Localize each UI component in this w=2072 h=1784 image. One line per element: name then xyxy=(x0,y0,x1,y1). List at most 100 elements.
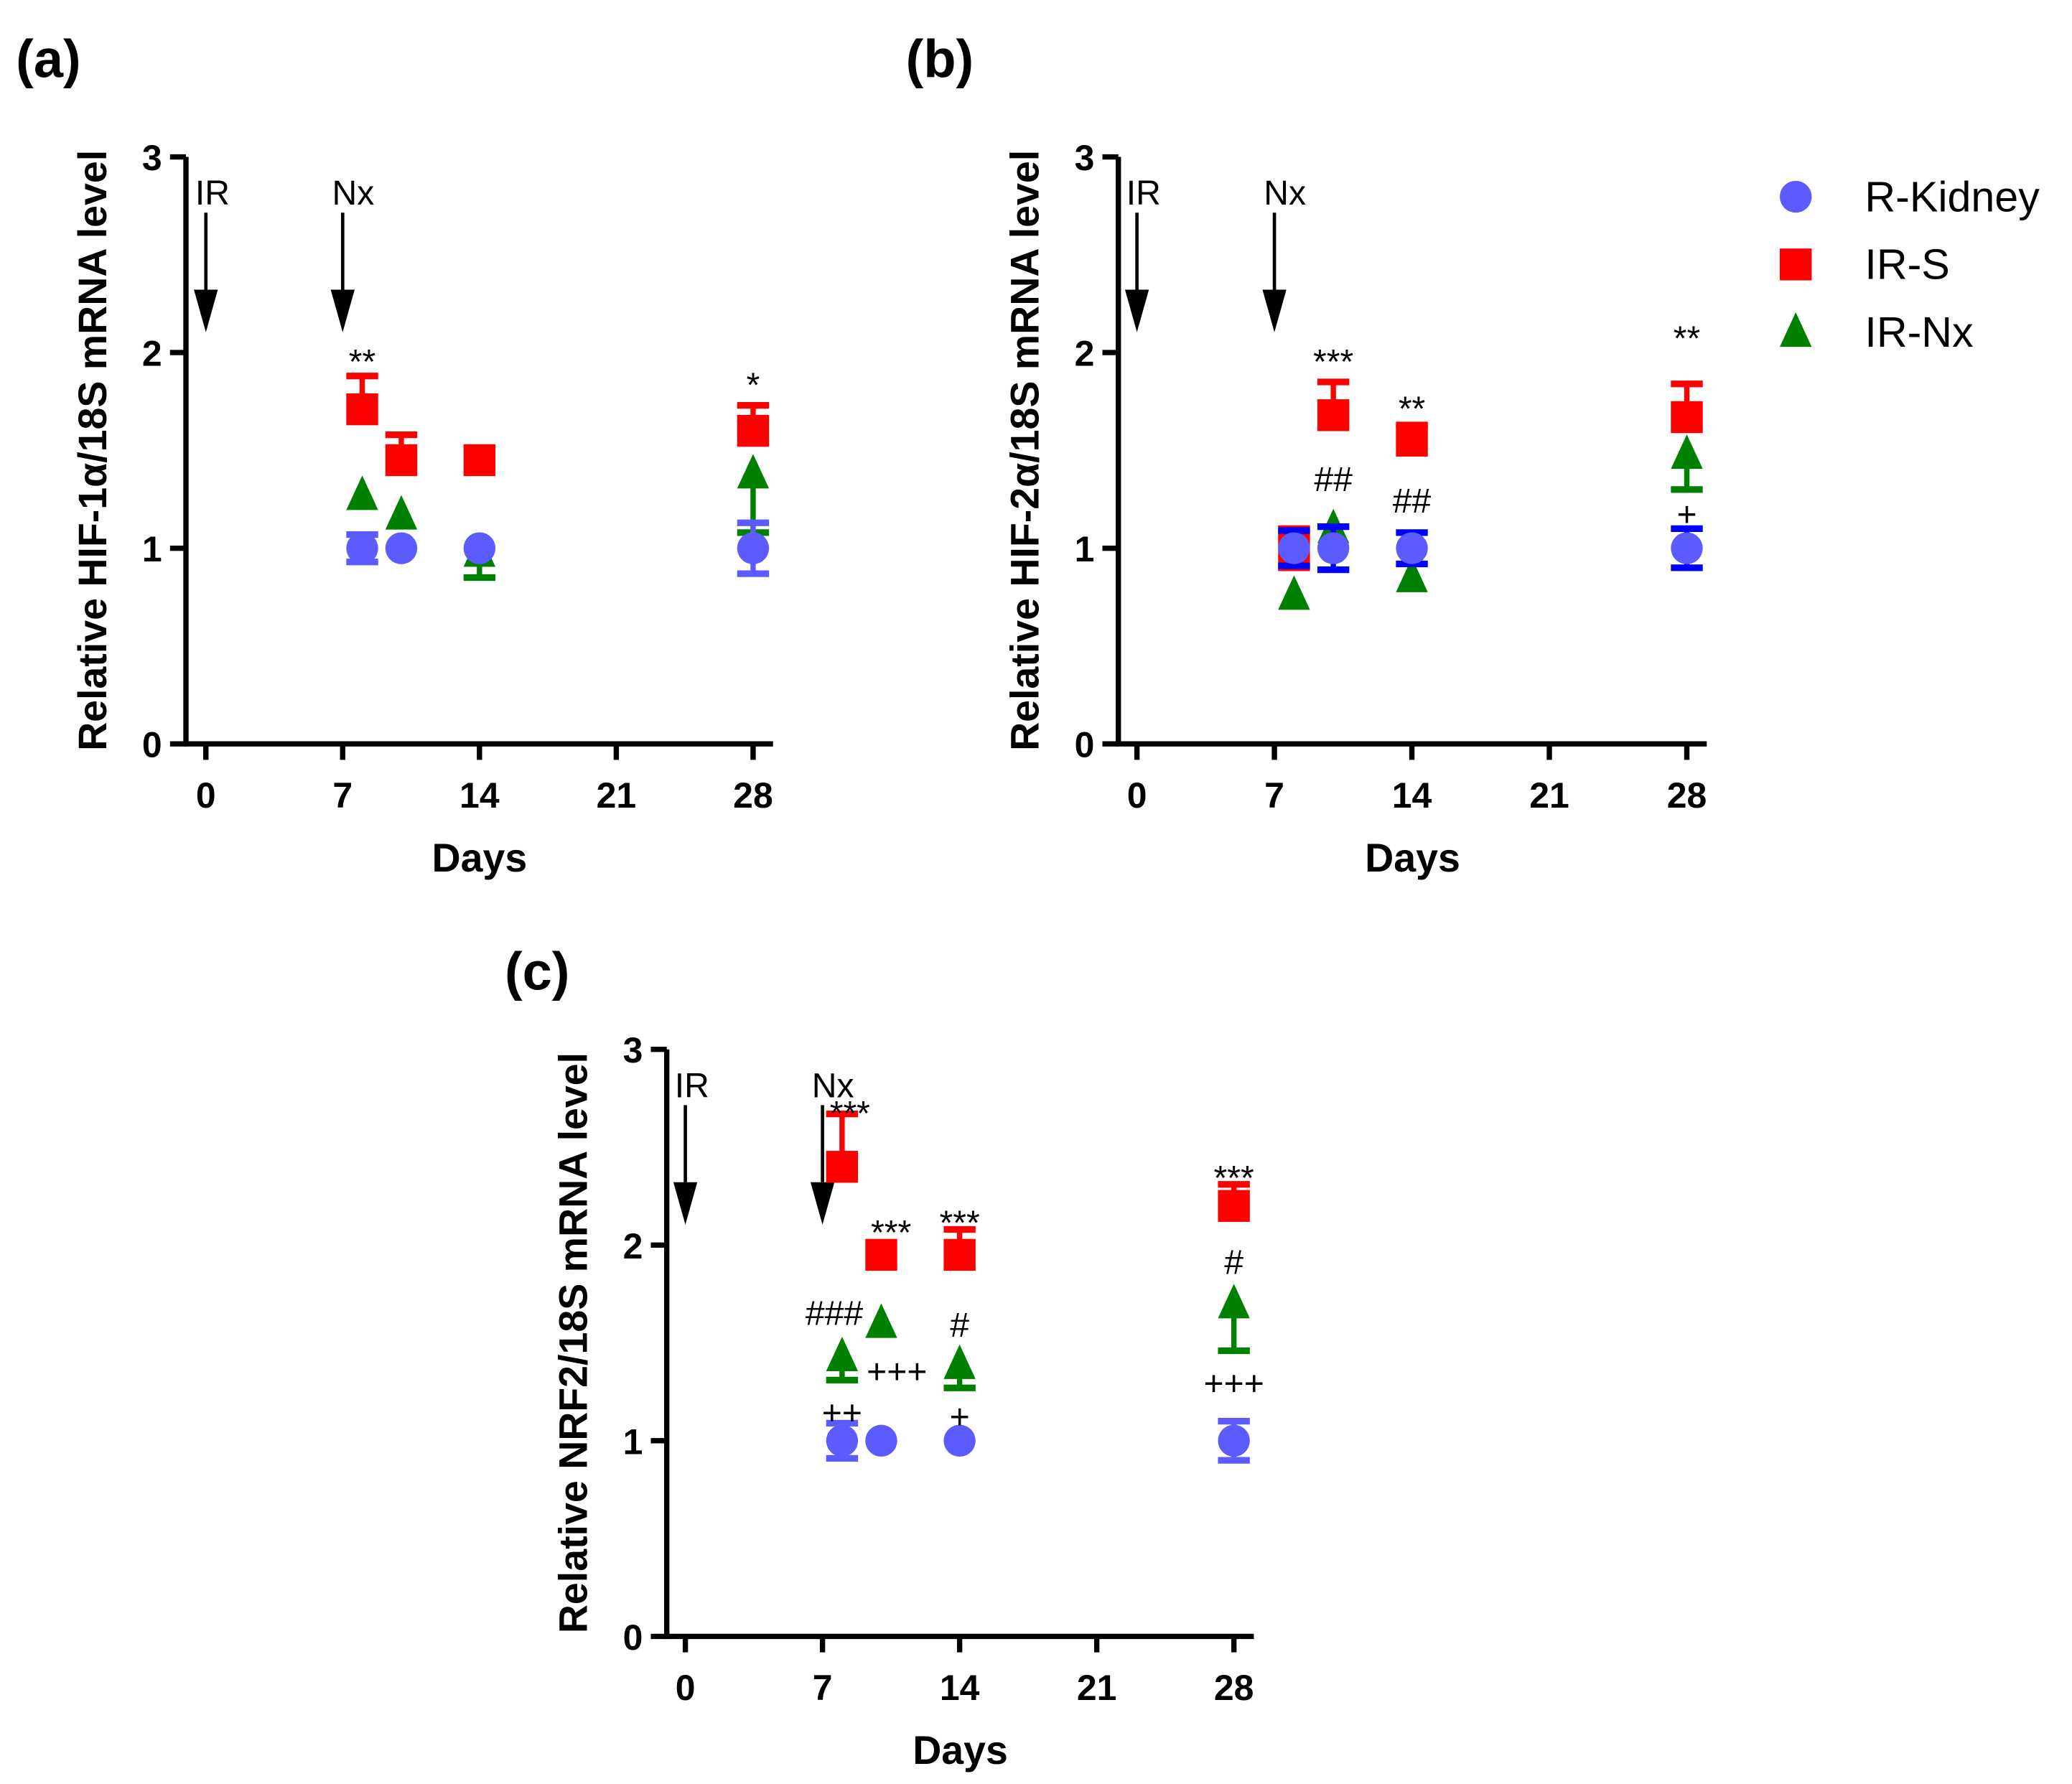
panel-a: (a) 0 1 2 3 0 7 14 21 28 Days Relative HIF-1α/18S m… xyxy=(16,29,773,880)
data-point xyxy=(1396,557,1428,592)
significance-annotation: ## xyxy=(1393,482,1432,520)
x-tick-label: 7 xyxy=(813,1668,833,1708)
event-label: IR xyxy=(1126,174,1161,213)
data-point xyxy=(1218,1424,1250,1457)
legend-marker-triangle xyxy=(1780,312,1812,347)
x-tick-label: 0 xyxy=(676,1668,696,1708)
y-tick-label: 3 xyxy=(623,1030,643,1070)
x-tick-label: 7 xyxy=(332,775,353,816)
data-point xyxy=(1218,1190,1250,1222)
data-point xyxy=(463,444,496,477)
data-point xyxy=(737,454,770,489)
significance-annotation: *** xyxy=(830,1094,870,1133)
panel-label: (b) xyxy=(906,29,974,89)
legend-marker-circle xyxy=(1780,180,1812,213)
x-tick-label: 21 xyxy=(1077,1668,1117,1708)
series-r-kidney xyxy=(346,519,770,577)
data-point xyxy=(463,532,496,564)
x-tick-label: 28 xyxy=(733,775,773,816)
x-tick-label: 14 xyxy=(1392,775,1432,816)
y-tick-label: 2 xyxy=(1075,334,1095,374)
significance-annotation: +++ xyxy=(867,1353,927,1391)
y-tick-label: 2 xyxy=(623,1226,643,1266)
significance-annotation: *** xyxy=(1214,1159,1254,1197)
significance-annotation: + xyxy=(1676,495,1697,534)
significance-annotation: # xyxy=(1224,1243,1243,1282)
x-tick-label: 0 xyxy=(196,775,216,816)
x-tick-label: 14 xyxy=(940,1668,980,1708)
legend-label: IR-S xyxy=(1865,240,1949,289)
x-tick-label: 14 xyxy=(459,775,500,816)
data-point xyxy=(865,1303,897,1338)
data-point xyxy=(826,1424,859,1457)
event-label: Nx xyxy=(332,174,374,213)
data-point xyxy=(1317,399,1350,431)
y-tick-label: 1 xyxy=(142,529,162,569)
data-point xyxy=(1396,424,1428,457)
data-point xyxy=(943,1424,976,1457)
legend-label: R-Kidney xyxy=(1865,172,2040,220)
panel-b: (b) 0 1 2 3 0 7 14 21 28 Days Relative HIF-2α/18S m… xyxy=(906,29,1707,880)
data-point xyxy=(826,1151,859,1183)
data-point xyxy=(1396,532,1428,564)
x-tick-label: 21 xyxy=(1529,775,1569,816)
significance-annotation: ** xyxy=(1399,390,1425,429)
event-arrow-head xyxy=(1124,289,1149,332)
y-axis-label: Relative NRF2/18S mRNA level xyxy=(551,1052,596,1633)
significance-annotation: *** xyxy=(940,1204,980,1243)
significance-annotation: *** xyxy=(871,1214,911,1253)
significance-annotation: +++ xyxy=(1204,1365,1264,1404)
x-tick-label: 28 xyxy=(1214,1668,1254,1708)
significance-annotation: + xyxy=(950,1398,970,1437)
data-point xyxy=(346,475,378,510)
data-point xyxy=(943,1344,976,1379)
x-tick-label: 28 xyxy=(1667,775,1707,816)
data-point xyxy=(865,1424,897,1457)
y-tick-label: 2 xyxy=(142,334,162,374)
y-axis-label: Relative HIF-2α/18S mRNA level xyxy=(1003,150,1047,751)
panel-label: (c) xyxy=(505,941,569,1001)
series-ir-s xyxy=(826,1111,1250,1271)
data-point xyxy=(826,1336,859,1372)
panel-c: (c) 0 1 2 3 0 7 14 21 28 Days Relative NRF2/18S mRN… xyxy=(505,941,1264,1773)
panel-label: (a) xyxy=(16,29,80,89)
data-point xyxy=(865,1238,897,1271)
y-tick-label: 3 xyxy=(142,138,162,178)
significance-annotation: ** xyxy=(1674,319,1700,358)
data-point xyxy=(385,532,418,564)
y-tick-label: 1 xyxy=(1075,529,1095,569)
event-arrow-head xyxy=(330,289,355,332)
event-arrow-head xyxy=(673,1182,698,1225)
series-ir-nx xyxy=(826,1284,1250,1391)
event-label: IR xyxy=(195,174,230,213)
y-tick-label: 3 xyxy=(1075,138,1095,178)
significance-annotation: ## xyxy=(1314,460,1353,499)
data-point xyxy=(385,444,418,477)
event-label: IR xyxy=(675,1066,709,1105)
legend-label: IR-Nx xyxy=(1865,308,1973,356)
y-axis-label: Relative HIF-1α/18S mRNA level xyxy=(70,150,115,751)
data-point xyxy=(943,1238,976,1271)
event-label: Nx xyxy=(1264,174,1306,213)
x-tick-label: 21 xyxy=(597,775,637,816)
significance-annotation: ### xyxy=(806,1294,863,1332)
series-r-kidney xyxy=(1278,523,1703,574)
x-axis-label: Days xyxy=(1365,836,1460,880)
event-arrow-head xyxy=(1262,289,1287,332)
significance-annotation: * xyxy=(747,366,760,405)
data-point xyxy=(1218,1284,1250,1319)
event-label: Nx xyxy=(812,1066,854,1105)
x-tick-label: 0 xyxy=(1127,775,1147,816)
data-point xyxy=(1671,434,1703,470)
significance-annotation: ++ xyxy=(822,1393,862,1432)
x-axis-label: Days xyxy=(913,1728,1008,1773)
data-point xyxy=(1671,401,1703,434)
data-point xyxy=(1671,532,1703,564)
y-tick-label: 0 xyxy=(1075,725,1095,765)
x-axis-label: Days xyxy=(432,836,528,880)
legend-marker-square xyxy=(1780,248,1812,281)
significance-annotation: *** xyxy=(1313,342,1353,381)
data-point xyxy=(1278,575,1310,610)
data-point xyxy=(737,414,770,447)
significance-annotation: ** xyxy=(349,342,375,381)
